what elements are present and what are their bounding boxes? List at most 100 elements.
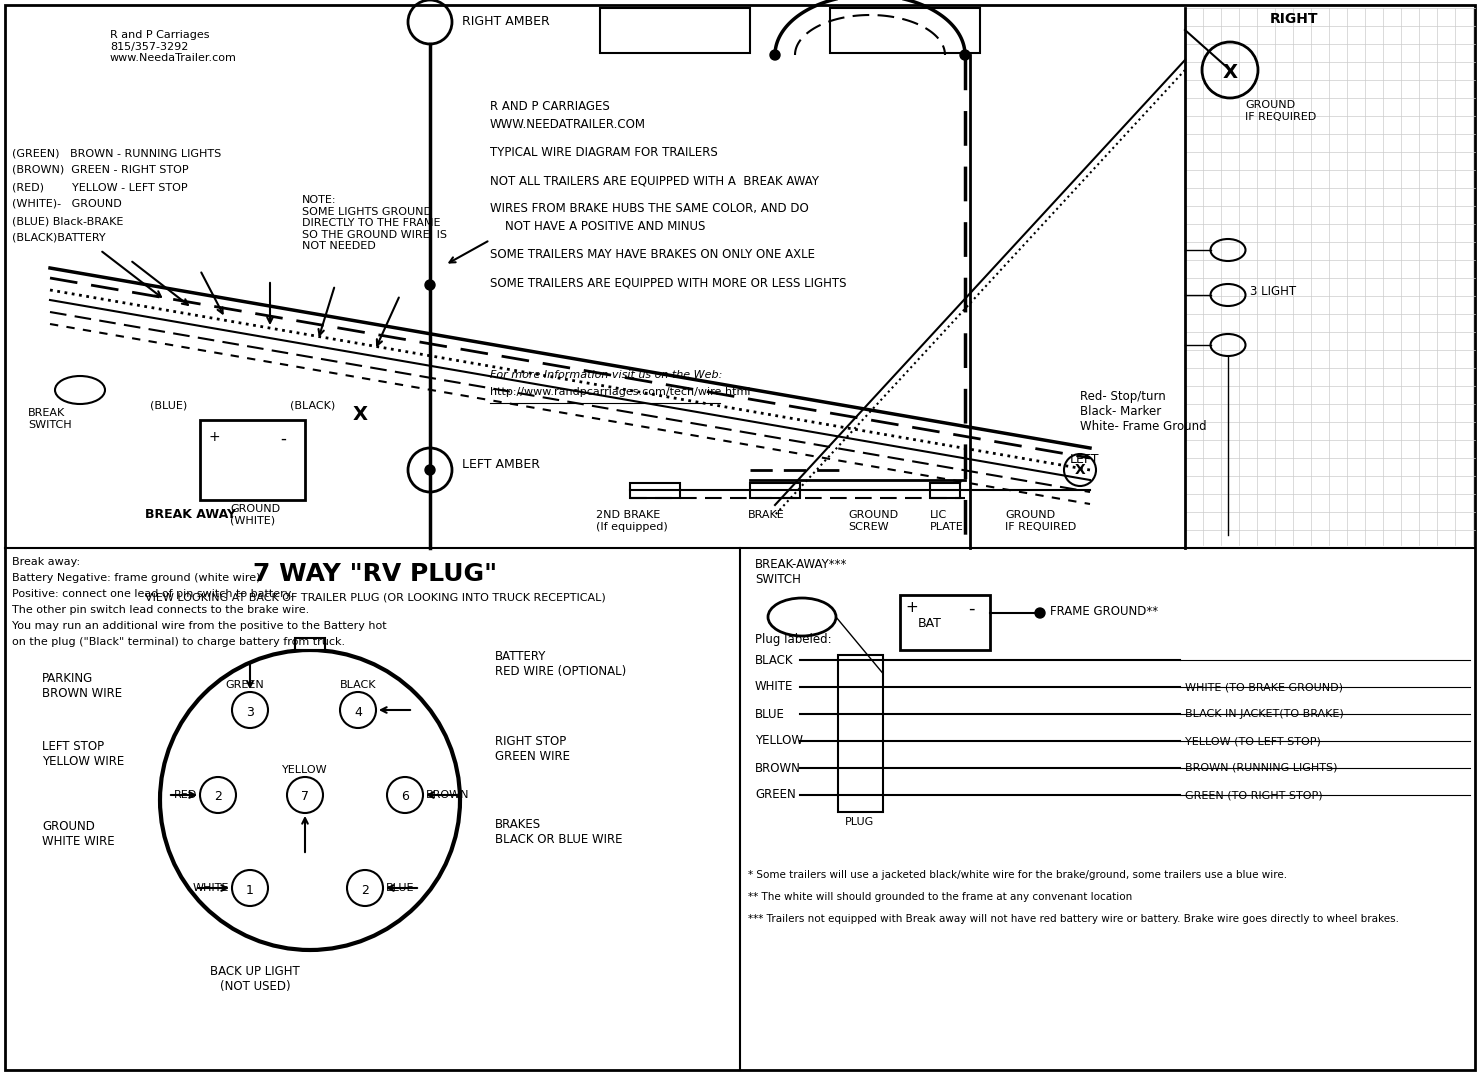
Text: RIGHT AMBER: RIGHT AMBER xyxy=(462,15,549,28)
Text: -: - xyxy=(280,430,286,448)
Text: GREEN (TO RIGHT STOP): GREEN (TO RIGHT STOP) xyxy=(1185,790,1323,800)
Text: 4: 4 xyxy=(354,705,363,718)
Text: +: + xyxy=(904,600,918,615)
Text: BAT: BAT xyxy=(918,617,941,630)
Text: -: - xyxy=(968,600,974,618)
Text: LEFT: LEFT xyxy=(1070,453,1100,465)
Text: NOT ALL TRAILERS ARE EQUIPPED WITH A  BREAK AWAY: NOT ALL TRAILERS ARE EQUIPPED WITH A BRE… xyxy=(490,174,818,187)
Text: YELLOW: YELLOW xyxy=(283,765,327,775)
Text: BRAKE: BRAKE xyxy=(747,510,784,520)
Text: (BLACK)BATTERY: (BLACK)BATTERY xyxy=(12,233,105,243)
Text: Battery Negative: frame ground (white wire): Battery Negative: frame ground (white wi… xyxy=(12,573,260,583)
Text: VIEW LOOKING AT BACK OF TRAILER PLUG (OR LOOKING INTO TRUCK RECEPTICAL): VIEW LOOKING AT BACK OF TRAILER PLUG (OR… xyxy=(145,592,605,602)
Text: +: + xyxy=(209,430,219,444)
Text: BLUE: BLUE xyxy=(386,883,414,893)
Text: on the plug ("Black" terminal) to charge battery from truck.: on the plug ("Black" terminal) to charge… xyxy=(12,637,345,647)
Text: RED: RED xyxy=(173,790,197,800)
Text: * Some trailers will use a jacketed black/white wire for the brake/ground, some : * Some trailers will use a jacketed blac… xyxy=(747,870,1288,880)
Text: (BROWN)  GREEN - RIGHT STOP: (BROWN) GREEN - RIGHT STOP xyxy=(12,164,188,175)
Text: (BLACK): (BLACK) xyxy=(290,400,336,410)
Text: WHITE (TO BRAKE GROUND): WHITE (TO BRAKE GROUND) xyxy=(1185,682,1342,692)
Text: WHITE: WHITE xyxy=(192,883,229,893)
Text: 3 LIGHT: 3 LIGHT xyxy=(1251,285,1296,298)
Bar xyxy=(750,483,801,498)
Text: GROUND
IF REQUIRED: GROUND IF REQUIRED xyxy=(1005,510,1076,532)
Text: LEFT AMBER: LEFT AMBER xyxy=(462,458,540,471)
Text: ** The white will should grounded to the frame at any convenant location: ** The white will should grounded to the… xyxy=(747,892,1132,902)
Text: GREEN: GREEN xyxy=(225,680,265,690)
Bar xyxy=(200,420,305,500)
Text: You may run an additional wire from the positive to the Battery hot: You may run an additional wire from the … xyxy=(12,621,386,631)
Text: http://www.randpcarriages.com/tech/wire.html: http://www.randpcarriages.com/tech/wire.… xyxy=(490,387,750,397)
Text: GROUND
(WHITE): GROUND (WHITE) xyxy=(229,504,280,526)
Circle shape xyxy=(961,51,969,60)
Text: 2ND BRAKE
(If equipped): 2ND BRAKE (If equipped) xyxy=(596,510,667,532)
Text: BROWN: BROWN xyxy=(755,761,801,774)
Text: BRAKES
BLACK OR BLUE WIRE: BRAKES BLACK OR BLUE WIRE xyxy=(494,818,623,846)
Text: 7 WAY "RV PLUG": 7 WAY "RV PLUG" xyxy=(253,562,497,586)
Text: BATTERY
RED WIRE (OPTIONAL): BATTERY RED WIRE (OPTIONAL) xyxy=(494,650,626,678)
Text: PARKING
BROWN WIRE: PARKING BROWN WIRE xyxy=(41,672,123,700)
Bar xyxy=(838,655,884,812)
Text: 1: 1 xyxy=(246,884,255,897)
Circle shape xyxy=(770,51,780,60)
Text: (WHITE)-   GROUND: (WHITE)- GROUND xyxy=(12,199,121,209)
Text: R and P Carriages
815/357-3292
www.NeedaTrailer.com: R and P Carriages 815/357-3292 www.Needa… xyxy=(110,30,237,63)
Text: GREEN: GREEN xyxy=(755,788,796,802)
Text: PLUG: PLUG xyxy=(845,817,875,827)
Text: LEFT STOP
YELLOW WIRE: LEFT STOP YELLOW WIRE xyxy=(41,740,124,768)
Text: GROUND
WHITE WIRE: GROUND WHITE WIRE xyxy=(41,820,114,848)
Text: X: X xyxy=(1222,63,1237,83)
Text: Red- Stop/turn
Black- Marker
White- Frame Ground: Red- Stop/turn Black- Marker White- Fram… xyxy=(1080,390,1206,433)
Text: BLUE: BLUE xyxy=(755,707,784,720)
Text: Positive: connect one lead of pin switch to battery.: Positive: connect one lead of pin switch… xyxy=(12,589,293,599)
Text: FRAME GROUND**: FRAME GROUND** xyxy=(1049,605,1159,618)
Bar xyxy=(295,637,326,650)
Text: 3: 3 xyxy=(246,705,255,718)
Text: 2: 2 xyxy=(361,884,369,897)
Text: Break away:: Break away: xyxy=(12,557,80,567)
Bar xyxy=(900,594,990,650)
Text: 7: 7 xyxy=(300,790,309,803)
Text: YELLOW: YELLOW xyxy=(755,734,804,747)
Text: YELLOW (TO LEFT STOP): YELLOW (TO LEFT STOP) xyxy=(1185,736,1320,746)
Circle shape xyxy=(425,465,435,475)
Text: BLACK: BLACK xyxy=(755,654,793,666)
Text: WHITE: WHITE xyxy=(755,680,793,693)
Bar xyxy=(830,8,980,53)
Circle shape xyxy=(425,280,435,290)
Text: BLACK: BLACK xyxy=(340,680,376,690)
Text: RIGHT: RIGHT xyxy=(1270,12,1319,26)
Text: SOME TRAILERS MAY HAVE BRAKES ON ONLY ONE AXLE: SOME TRAILERS MAY HAVE BRAKES ON ONLY ON… xyxy=(490,248,815,261)
Text: For more Information visit us on the Web:: For more Information visit us on the Web… xyxy=(490,370,722,379)
Text: RIGHT STOP
GREEN WIRE: RIGHT STOP GREEN WIRE xyxy=(494,735,570,763)
Text: 2: 2 xyxy=(215,790,222,803)
Text: (BLUE): (BLUE) xyxy=(149,400,188,410)
Text: NOTE:
SOME LIGHTS GROUND
DIRECTLY TO THE FRAME
SO THE GROUND WIRE  IS
NOT NEEDED: NOTE: SOME LIGHTS GROUND DIRECTLY TO THE… xyxy=(302,195,447,252)
Text: (GREEN)   BROWN - RUNNING LIGHTS: (GREEN) BROWN - RUNNING LIGHTS xyxy=(12,148,221,158)
Text: BREAK AWAY: BREAK AWAY xyxy=(145,508,235,521)
Bar xyxy=(630,483,679,498)
Text: (BLUE) Black-BRAKE: (BLUE) Black-BRAKE xyxy=(12,216,123,226)
Text: *** Trailers not equipped with Break away will not have red battery wire or batt: *** Trailers not equipped with Break awa… xyxy=(747,914,1399,924)
Text: NOT HAVE A POSITIVE AND MINUS: NOT HAVE A POSITIVE AND MINUS xyxy=(490,220,706,233)
Text: Plug labeled:: Plug labeled: xyxy=(755,633,832,646)
Text: GROUND
SCREW: GROUND SCREW xyxy=(848,510,898,532)
Text: The other pin switch lead connects to the brake wire.: The other pin switch lead connects to th… xyxy=(12,605,309,615)
Text: GROUND
IF REQUIRED: GROUND IF REQUIRED xyxy=(1245,100,1316,121)
Text: X: X xyxy=(1074,463,1085,477)
Text: BREAK-AWAY***
SWITCH: BREAK-AWAY*** SWITCH xyxy=(755,558,848,586)
Circle shape xyxy=(1035,608,1045,618)
Text: SOME TRAILERS ARE EQUIPPED WITH MORE OR LESS LIGHTS: SOME TRAILERS ARE EQUIPPED WITH MORE OR … xyxy=(490,276,847,289)
Text: R AND P CARRIAGES: R AND P CARRIAGES xyxy=(490,100,610,113)
Text: (RED)        YELLOW - LEFT STOP: (RED) YELLOW - LEFT STOP xyxy=(12,182,188,192)
Text: TYPICAL WIRE DIAGRAM FOR TRAILERS: TYPICAL WIRE DIAGRAM FOR TRAILERS xyxy=(490,146,718,159)
Text: BREAK
SWITCH: BREAK SWITCH xyxy=(28,408,71,430)
Text: WIRES FROM BRAKE HUBS THE SAME COLOR, AND DO: WIRES FROM BRAKE HUBS THE SAME COLOR, AN… xyxy=(490,202,808,215)
Text: BROWN (RUNNING LIGHTS): BROWN (RUNNING LIGHTS) xyxy=(1185,763,1338,773)
Text: LIC
PLATE: LIC PLATE xyxy=(929,510,963,532)
Text: X: X xyxy=(352,405,367,425)
Text: 6: 6 xyxy=(401,790,408,803)
Text: BLACK IN JACKET(TO BRAKE): BLACK IN JACKET(TO BRAKE) xyxy=(1185,710,1344,719)
Text: WWW.NEEDATRAILER.COM: WWW.NEEDATRAILER.COM xyxy=(490,118,645,131)
